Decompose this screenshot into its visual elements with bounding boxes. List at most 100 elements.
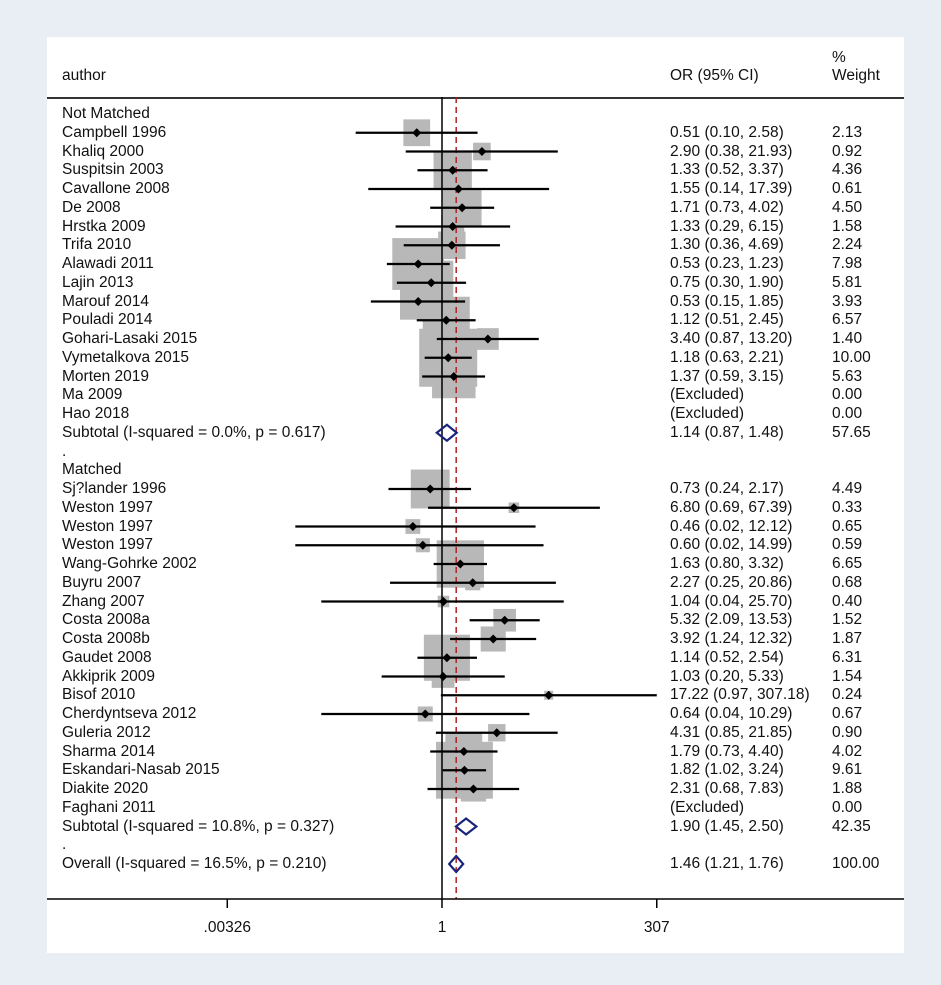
study-weight: 5.63	[832, 367, 863, 385]
study-point-estimate	[483, 334, 493, 344]
study-or-ci: 0.51 (0.10, 2.58)	[670, 123, 784, 141]
study-or-ci: 3.40 (0.87, 13.20)	[670, 330, 793, 347]
study-weight: 0.24	[832, 686, 863, 704]
study-or-ci: 0.73 (0.24, 2.17)	[670, 480, 784, 497]
study-weight: 2.13	[832, 123, 863, 141]
study-point-estimate	[413, 259, 423, 269]
study-or-ci: 1.18 (0.63, 2.21)	[670, 348, 784, 366]
study-point-estimate	[425, 484, 435, 494]
study-or-ci: (Excluded)	[670, 405, 745, 422]
study-point-estimate	[468, 784, 478, 794]
study-point-estimate	[408, 522, 418, 531]
study-label: Khaliq 2000	[62, 142, 144, 160]
study-point-estimate	[509, 503, 519, 513]
study-label: Sharma 2014	[62, 742, 156, 760]
study-or-ci: 1.12 (0.51, 2.45)	[670, 311, 784, 329]
overall-or-ci: 1.46 (1.21, 1.76)	[670, 855, 784, 872]
study-point-estimate	[413, 297, 423, 306]
study-or-ci: 2.90 (0.38, 21.93)	[670, 142, 793, 160]
subtotal-label: Subtotal (I-squared = 10.8%, p = 0.327)	[62, 817, 335, 835]
header-weight-pct: %	[832, 49, 846, 66]
study-label: Lajin 2013	[62, 273, 134, 291]
study-weight: 5.81	[832, 273, 863, 291]
subtotal-or-ci: 1.14 (0.87, 1.48)	[670, 423, 784, 441]
header-author: author	[62, 67, 106, 84]
group-separator: .	[62, 442, 67, 460]
group-label: Not Matched	[62, 105, 150, 122]
study-or-ci: 1.82 (1.02, 3.24)	[670, 761, 784, 779]
study-or-ci: 1.14 (0.52, 2.54)	[670, 648, 784, 666]
study-weight: 10.00	[832, 348, 871, 366]
group-label: Matched	[62, 461, 122, 479]
study-weight: 1.54	[832, 667, 863, 685]
study-weight: 6.65	[832, 555, 863, 572]
study-label: Morten 2019	[62, 367, 150, 385]
study-label: Alawadi 2011	[62, 255, 154, 272]
study-or-ci: 1.04 (0.04, 25.70)	[670, 592, 793, 610]
subtotal-diamond	[454, 817, 479, 836]
overall-diamond	[447, 854, 465, 874]
study-or-ci: 5.32 (2.09, 13.53)	[670, 611, 793, 629]
study-weight: 0.40	[832, 592, 863, 610]
study-point-estimate	[418, 540, 428, 550]
x-tick-label: 307	[643, 919, 670, 936]
study-point-estimate	[442, 653, 452, 663]
study-weight: 6.31	[832, 648, 863, 666]
study-weight: 0.00	[832, 386, 863, 404]
study-label: Weston 1997	[62, 536, 154, 554]
study-or-ci: (Excluded)	[670, 386, 745, 404]
study-weight: 9.61	[832, 761, 863, 779]
study-label: Eskandari-Nasab 2015	[62, 761, 220, 779]
study-label: Bisof 2010	[62, 686, 136, 704]
study-weight: 0.92	[832, 142, 863, 160]
study-label: Guleria 2012	[62, 723, 151, 741]
subtotal-or-ci: 1.90 (1.45, 2.50)	[670, 817, 784, 835]
study-label: Campbell 1996	[62, 123, 167, 141]
study-point-estimate	[457, 203, 467, 213]
subtotal-weight: 57.65	[832, 423, 871, 441]
study-point-estimate	[459, 747, 469, 756]
study-or-ci: 3.92 (1.24, 12.32)	[670, 630, 793, 647]
study-weight: 2.24	[832, 236, 863, 254]
study-or-ci: 1.30 (0.36, 4.69)	[670, 236, 784, 254]
study-or-ci: 2.27 (0.25, 20.86)	[670, 573, 793, 591]
study-point-estimate	[492, 728, 502, 738]
study-weight: 0.00	[832, 405, 863, 422]
study-label: Suspitsin 2003	[62, 161, 164, 179]
study-point-estimate	[412, 128, 422, 138]
study-weight: 0.61	[832, 180, 863, 197]
overall-label: Overall (I-squared = 16.5%, p = 0.210)	[62, 855, 327, 872]
study-or-ci: 2.31 (0.68, 7.83)	[670, 780, 784, 797]
study-point-estimate	[426, 278, 436, 288]
study-or-ci: 1.03 (0.20, 5.33)	[670, 667, 784, 685]
x-tick-label: .00326	[203, 919, 251, 936]
study-or-ci: 0.46 (0.02, 12.12)	[670, 517, 793, 535]
study-weight: 0.65	[832, 517, 863, 535]
study-weight: 4.50	[832, 198, 863, 216]
study-point-estimate	[453, 184, 463, 194]
study-weight: 1.40	[832, 330, 863, 347]
study-label: Buyru 2007	[62, 573, 142, 591]
study-weight: 1.58	[832, 217, 863, 235]
study-point-estimate	[544, 690, 554, 700]
study-weight: 0.33	[832, 498, 863, 516]
subtotal-label: Subtotal (I-squared = 0.0%, p = 0.617)	[62, 423, 326, 441]
subtotal-weight: 42.35	[832, 817, 871, 835]
study-label: Wang-Gohrke 2002	[62, 555, 197, 572]
study-point-estimate	[438, 597, 448, 606]
study-or-ci: 6.80 (0.69, 67.39)	[670, 498, 793, 516]
study-point-estimate	[455, 559, 465, 569]
study-weight: 0.90	[832, 723, 863, 741]
study-label: Faghani 2011	[62, 798, 156, 816]
study-label: Ma 2009	[62, 386, 123, 404]
study-label: Trifa 2010	[62, 236, 132, 254]
study-or-ci: (Excluded)	[670, 798, 745, 816]
study-or-ci: 4.31 (0.85, 21.85)	[670, 723, 793, 741]
study-point-estimate	[441, 315, 451, 325]
study-weight: 4.36	[832, 161, 863, 179]
study-label: Marouf 2014	[62, 292, 150, 310]
study-label: Vymetalkova 2015	[62, 348, 189, 366]
header-weight: Weight	[832, 67, 880, 84]
study-or-ci: 1.55 (0.14, 17.39)	[670, 180, 793, 197]
